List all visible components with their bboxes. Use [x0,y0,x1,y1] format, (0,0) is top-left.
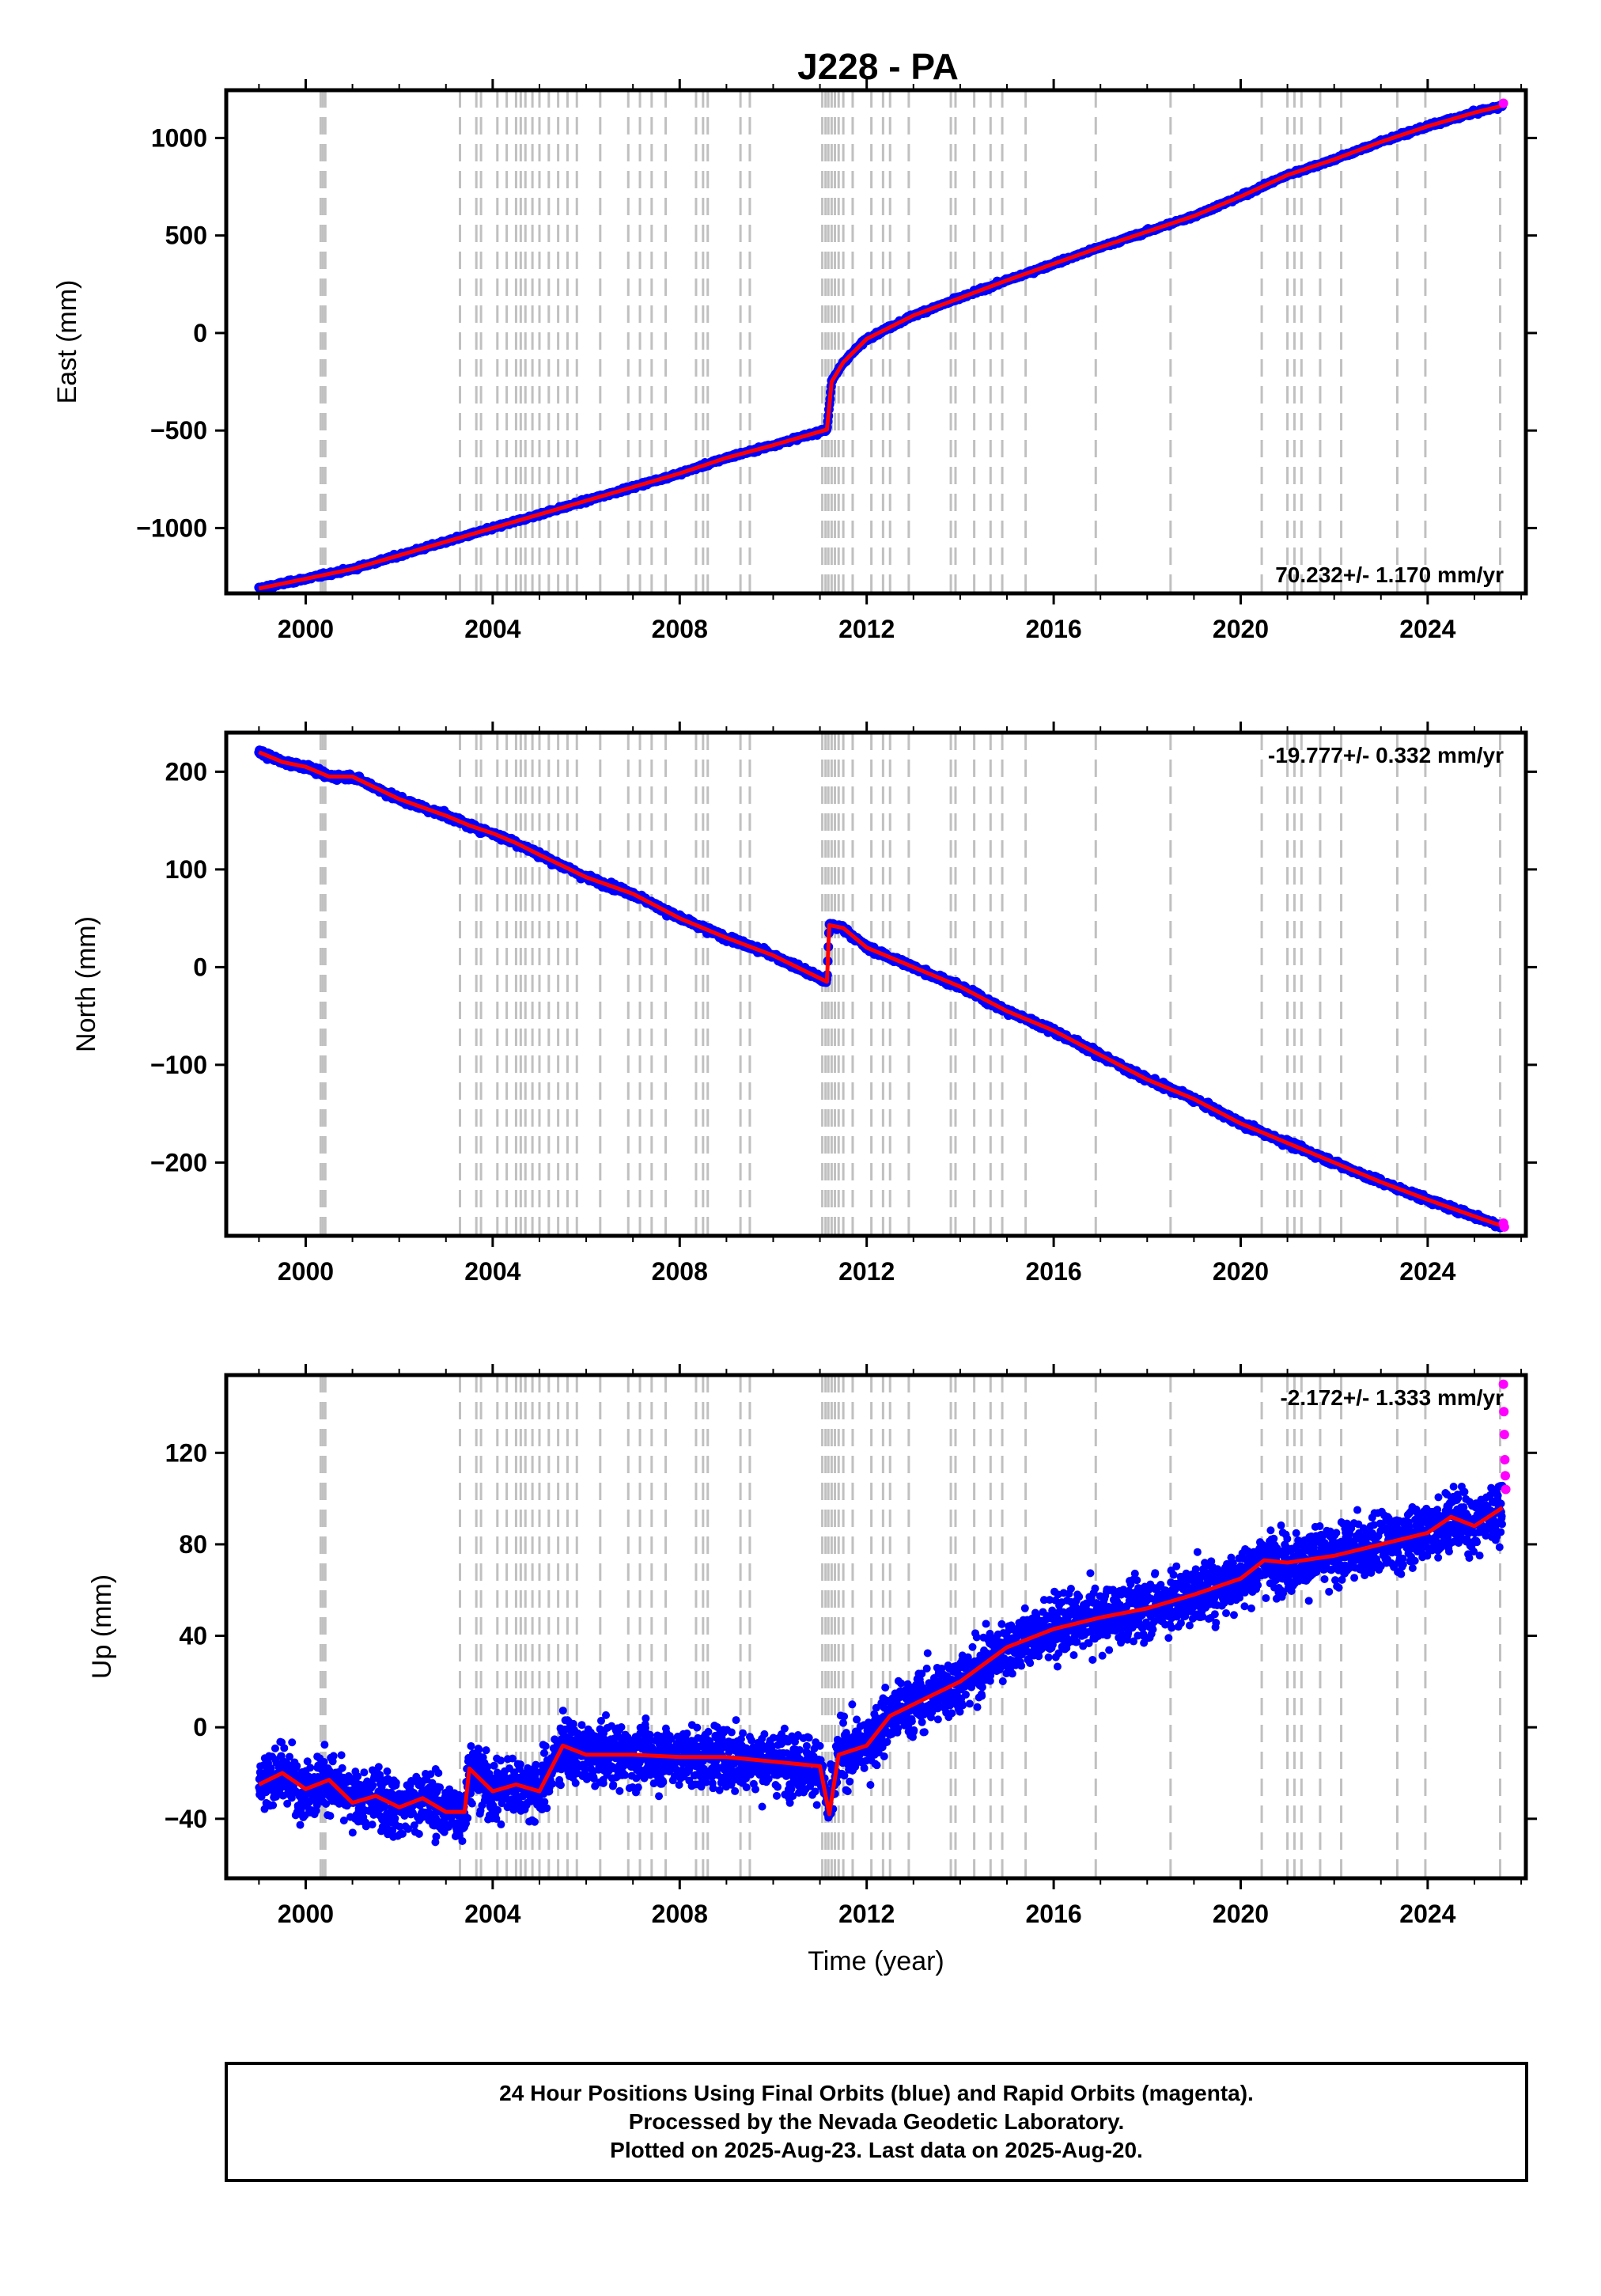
x-tick-label: 2016 [1025,615,1081,643]
final-orbit-point [306,1764,315,1772]
panel-up: 2000 2004 2008 2012 2016 2020 2024−4004080120U… [87,1364,1537,1976]
final-orbit-point [283,1799,292,1808]
y-axis-label: East (mm) [52,280,82,404]
y-tick-label: 500 [165,222,207,250]
x-tick-label: 2024 [1399,615,1455,643]
y-tick-label: 200 [165,757,207,786]
model-line [258,104,1504,591]
y-tick-label: −200 [150,1148,207,1176]
panel-east: 2000 2004 2008 2012 2016 2020 2024 −1000 −500 0 50… [52,79,1537,643]
x-tick-label: 2004 [464,1257,520,1286]
x-tick-label: 2024 [1399,1257,1455,1286]
final-orbit-point [286,1752,294,1761]
plot-area [254,733,1509,1236]
y-tick-label: −1000 [136,513,207,542]
x-tick-label: 2012 [838,1257,895,1286]
panel-north: 2000 2004 2008 2012 2016 2020 2024 −200 −100 0 100… [71,722,1537,1286]
x-tick-label: 2012 [838,615,895,643]
y-tick-label: 100 [165,855,207,884]
y-tick-label: −100 [150,1051,207,1079]
final-orbit-point [296,1821,305,1829]
rapid-orbit-point [1499,1222,1509,1232]
y-tick-label: 1000 [151,123,207,152]
final-orbit-point [269,1801,278,1809]
plot-frame [224,730,1528,1238]
rate-label: 70.232+/- 1.170 mm/yr [1275,563,1504,587]
y-tick-label: 0 [193,953,207,981]
x-tick-label: 2020 [1213,615,1269,643]
x-tick-label: 2008 [652,615,708,643]
final-orbit-point [288,1738,297,1747]
y-axis-label: North (mm) [71,916,101,1052]
final-orbit-point [271,1744,279,1752]
plot-area [254,90,1508,593]
chart-panels: 2000 2004 2008 2012 2016 2020 2024−1000−500050… [52,79,1537,1976]
x-tick-label: 2020 [1213,1257,1269,1286]
final-orbit-point [267,1764,275,1773]
x-tick-label: 2000 [278,1257,334,1286]
final-orbit-point [280,1744,289,1752]
plot-frame [224,88,1528,596]
x-tick-label: 2016 [1025,1257,1081,1286]
x-tick-label: 2008 [652,1257,708,1286]
final-orbit-point [303,1757,312,1766]
final-orbit-point [293,1762,301,1771]
y-tick-label: −500 [150,416,207,445]
y-tick-label: 0 [193,319,207,347]
x-tick-label: 2004 [464,615,520,643]
plot-area [255,1375,1511,1878]
model-line [258,750,1504,1229]
chart-title: J228 - PA [797,46,959,87]
rapid-orbit-point [1498,98,1508,108]
rate-label: -19.777+/- 0.332 mm/yr [1268,743,1504,767]
x-tick-label: 2000 [278,615,334,643]
